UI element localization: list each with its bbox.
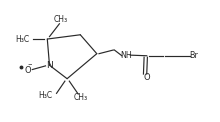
Text: CH₃: CH₃ bbox=[53, 15, 68, 24]
Text: H₃C: H₃C bbox=[38, 91, 52, 100]
Text: CH₃: CH₃ bbox=[73, 93, 87, 102]
Text: Br: Br bbox=[189, 51, 198, 60]
Text: N: N bbox=[46, 61, 53, 70]
Text: O: O bbox=[24, 66, 31, 75]
Text: NH: NH bbox=[120, 51, 132, 60]
Text: −: − bbox=[27, 62, 32, 66]
Text: H₃C: H₃C bbox=[15, 35, 29, 44]
Text: O: O bbox=[143, 73, 150, 82]
